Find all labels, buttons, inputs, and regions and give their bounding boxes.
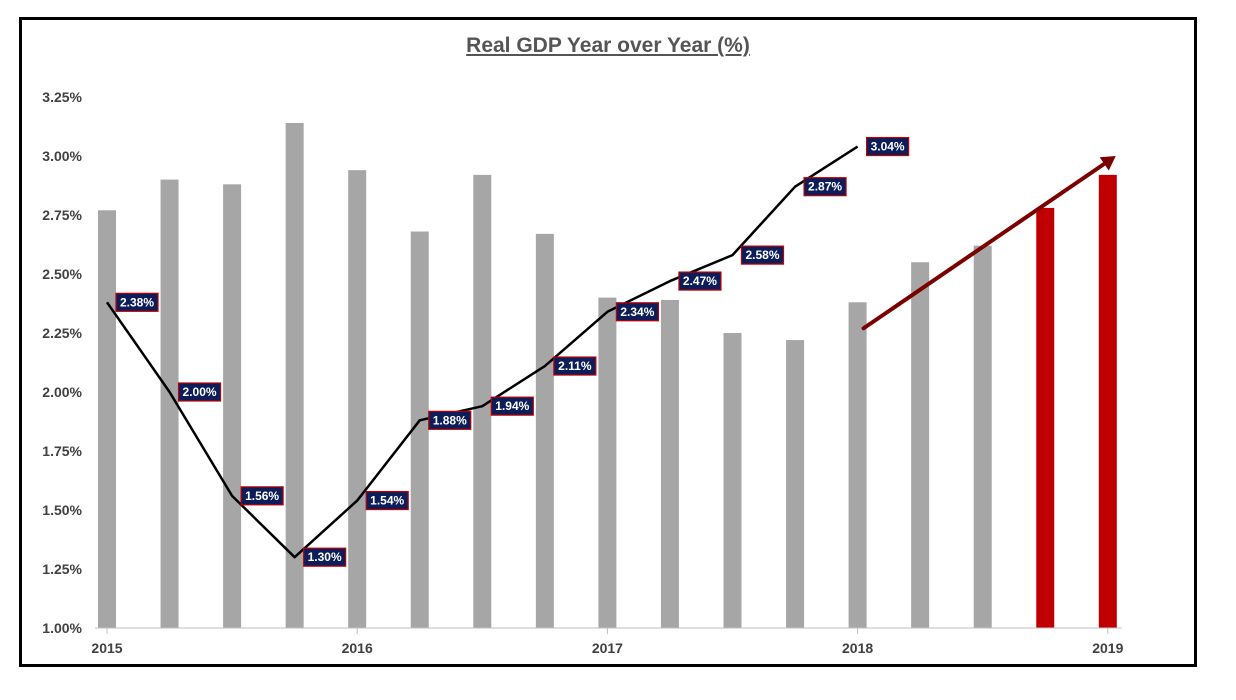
data-label: 2.00% bbox=[183, 385, 217, 399]
x-tick-label: 2018 bbox=[842, 640, 873, 656]
data-label-box bbox=[553, 356, 597, 376]
data-label-box bbox=[803, 177, 847, 197]
bar bbox=[285, 122, 304, 629]
data-label: 1.88% bbox=[433, 413, 467, 427]
bar bbox=[348, 170, 367, 628]
bar bbox=[160, 179, 179, 628]
data-label: 2.87% bbox=[808, 180, 842, 194]
bar bbox=[786, 340, 805, 628]
bar bbox=[535, 233, 554, 628]
bar bbox=[911, 262, 930, 628]
x-tick-label: 2015 bbox=[91, 640, 122, 656]
data-label-box bbox=[678, 271, 722, 291]
y-tick-label: 3.00% bbox=[42, 148, 82, 164]
data-label-box bbox=[303, 547, 347, 567]
data-label-box bbox=[365, 490, 409, 511]
bar bbox=[98, 210, 116, 628]
bar bbox=[848, 302, 867, 628]
bar bbox=[973, 245, 992, 628]
data-label: 1.30% bbox=[308, 550, 342, 564]
data-label-box bbox=[115, 292, 159, 312]
data-label-box bbox=[177, 382, 222, 402]
data-label-box bbox=[240, 486, 284, 506]
y-tick-label: 2.75% bbox=[42, 207, 82, 223]
y-tick-label: 1.50% bbox=[42, 502, 82, 518]
data-label: 2.58% bbox=[745, 248, 779, 262]
data-label-box bbox=[865, 136, 910, 157]
y-tick-label: 2.00% bbox=[42, 384, 82, 400]
data-label: 2.34% bbox=[620, 305, 654, 319]
bar bbox=[473, 174, 492, 628]
data-label-box bbox=[740, 245, 785, 265]
trend-arrow-head bbox=[1099, 156, 1116, 171]
bar bbox=[410, 231, 429, 628]
y-tick-label: 3.25% bbox=[42, 89, 82, 105]
y-tick-label: 2.50% bbox=[42, 266, 82, 282]
chart-title: Real GDP Year over Year (%) bbox=[466, 34, 750, 57]
data-label-box bbox=[615, 302, 660, 322]
forecast-bar bbox=[1098, 174, 1117, 628]
data-label: 2.47% bbox=[683, 274, 717, 288]
bar bbox=[598, 297, 617, 628]
data-label: 1.54% bbox=[370, 494, 404, 508]
data-label: 1.94% bbox=[495, 399, 529, 413]
x-tick-label: 2016 bbox=[342, 640, 373, 656]
data-label: 3.04% bbox=[871, 140, 905, 154]
gdp-line bbox=[105, 145, 859, 559]
data-label-box bbox=[428, 410, 472, 430]
data-label-box bbox=[490, 396, 534, 416]
bar bbox=[223, 184, 242, 628]
y-tick-label: 2.25% bbox=[42, 325, 82, 341]
forecast-bar bbox=[1036, 207, 1055, 629]
y-tick-label: 1.25% bbox=[42, 561, 82, 577]
y-tick-label: 1.00% bbox=[42, 620, 82, 636]
bar bbox=[723, 333, 742, 628]
data-label: 2.11% bbox=[558, 359, 592, 373]
data-label: 1.56% bbox=[245, 489, 279, 503]
bar bbox=[660, 299, 679, 628]
x-tick-label: 2017 bbox=[592, 640, 623, 656]
x-tick-label: 2019 bbox=[1092, 640, 1123, 656]
trend-arrow-line bbox=[861, 161, 1107, 331]
y-tick-label: 1.75% bbox=[42, 443, 82, 459]
data-label: 2.38% bbox=[120, 295, 154, 309]
